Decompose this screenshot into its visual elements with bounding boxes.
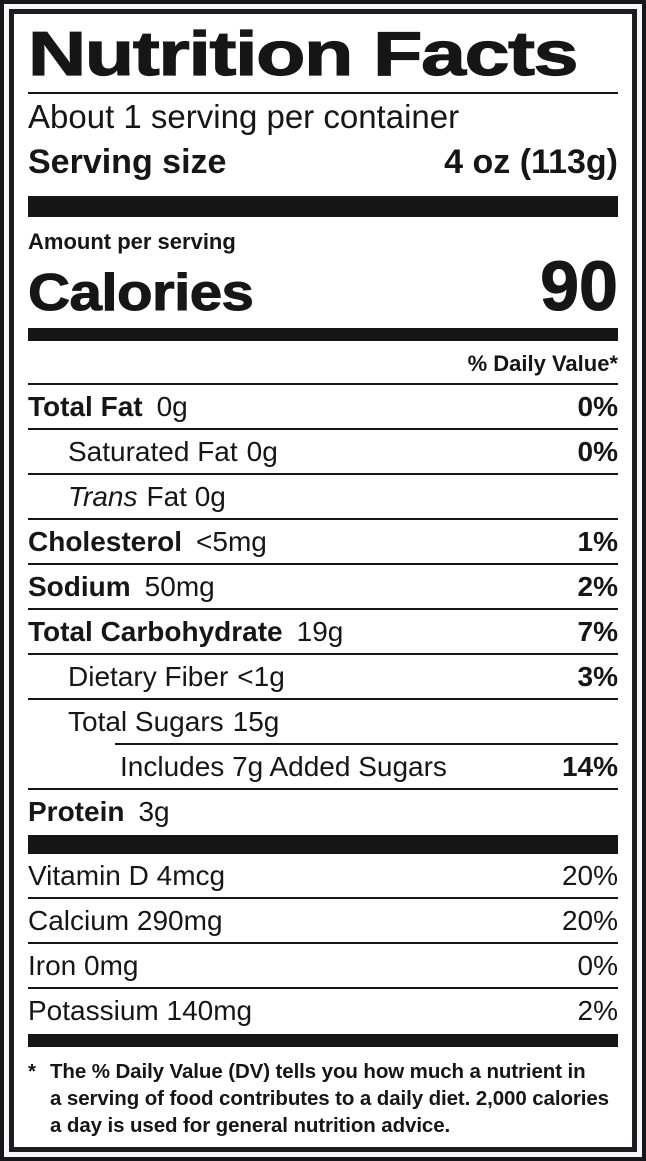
nutrient-daily-value: 2%	[577, 995, 618, 1027]
thick-divider-bar	[28, 195, 618, 218]
nutrient-name: Saturated Fat	[68, 435, 238, 467]
nutrient-daily-value: 7%	[577, 615, 618, 647]
nutrient-name: Total Sugars	[68, 705, 224, 737]
nutrient-daily-value: 3%	[577, 660, 618, 692]
nutrient-daily-value: 0%	[577, 390, 618, 422]
nutrition-facts-label: Nutrition Facts About 1 serving per cont…	[9, 9, 637, 1152]
nutrient-name: Sodium	[28, 570, 131, 602]
nutrient-row: Total Sugars 15g	[28, 700, 618, 743]
label-title: Nutrition Facts	[27, 20, 579, 89]
nutrient-daily-value: 0%	[577, 435, 618, 467]
nutrient-row: Saturated Fat 0g 0%	[28, 430, 618, 475]
inset-divider	[115, 742, 618, 745]
nutrient-amount: 3g	[138, 795, 170, 827]
vitamin-row: Iron 0mg 0%	[28, 944, 618, 990]
nutrient-daily-value: 0%	[577, 950, 618, 982]
vitamin-row: Calcium 290mg 20%	[28, 899, 618, 945]
nutrient-daily-value: 14%	[561, 750, 618, 782]
nutrient-row: Trans Fat 0g	[28, 475, 618, 520]
footnote-line: The % Daily Value (DV) tells you how muc…	[50, 1059, 586, 1083]
nutrient-table: Total Fat 0g 0% Saturated Fat 0g 0% Tran…	[28, 385, 618, 833]
nutrient-name: Includes 7g Added Sugars	[120, 750, 447, 782]
nutrient-amount: 0g	[246, 435, 278, 467]
nutrient-name: Calcium 290mg	[28, 905, 223, 937]
nutrient-amount: 50mg	[144, 570, 215, 602]
nutrient-amount: <5mg	[196, 525, 267, 557]
footnote-asterisk: *	[28, 1059, 36, 1083]
nutrient-name: Protein	[28, 795, 125, 827]
vitamin-row: Vitamin D 4mcg 20%	[28, 854, 618, 900]
nutrient-name: Dietary Fiber	[68, 660, 229, 692]
nutrient-name: Potassium 140mg	[28, 995, 253, 1027]
nutrient-row: Dietary Fiber <1g 3%	[28, 655, 618, 700]
serving-size-label: Serving size	[28, 142, 227, 181]
daily-value-footnote: * The % Daily Value (DV) tells you how m…	[28, 1047, 618, 1139]
nutrient-daily-value: 20%	[561, 905, 618, 937]
nutrient-name: Total Fat	[28, 390, 143, 422]
thick-divider-bar	[28, 834, 618, 855]
serving-size-value: 4 oz (113g)	[444, 142, 618, 181]
servings-per-container: About 1 serving per container	[28, 97, 460, 135]
daily-value-header: % Daily Value*	[28, 341, 618, 385]
nutrient-row: Includes 7g Added Sugars 14%	[28, 745, 618, 790]
calories-row: Calories 90	[27, 247, 619, 326]
nutrient-daily-value: 1%	[577, 525, 618, 557]
footnote-line: a day is used for general nutrition advi…	[50, 1113, 451, 1137]
nutrient-amount: 19g	[296, 615, 344, 647]
footnote-line: a serving of food contributes to a daily…	[50, 1086, 609, 1110]
amount-per-serving-label: Amount per serving	[28, 229, 236, 255]
serving-size-row: Serving size 4 oz (113g)	[28, 138, 618, 186]
medium-divider-bar	[28, 1034, 618, 1047]
nutrient-daily-value: 20%	[561, 860, 618, 892]
nutrient-row: Total Fat 0g 0%	[28, 385, 618, 430]
nutrient-row: Sodium 50mg 2%	[28, 565, 618, 610]
nutrient-amount: 0g	[156, 390, 188, 422]
vitamin-table: Vitamin D 4mcg 20% Calcium 290mg 20% Iro…	[28, 854, 618, 1032]
nutrient-row: Protein 3g	[28, 790, 618, 833]
nutrient-name: Cholesterol	[28, 525, 183, 557]
calories-value: 90	[540, 247, 619, 326]
medium-divider-bar	[28, 328, 618, 341]
nutrient-name: Iron 0mg	[28, 950, 139, 982]
nutrient-daily-value: 2%	[577, 570, 618, 602]
title-divider	[28, 92, 618, 94]
calories-label: Calories	[27, 264, 254, 323]
nutrient-amount: <1g	[237, 660, 285, 692]
nutrient-amount: Fat 0g	[146, 480, 226, 512]
vitamin-row: Potassium 140mg 2%	[28, 989, 618, 1032]
footnote-text: The % Daily Value (DV) tells you how muc…	[50, 1058, 609, 1139]
nutrient-name: Vitamin D 4mcg	[28, 860, 226, 892]
nutrient-name: Total Carbohydrate	[28, 615, 283, 647]
nutrient-row: Cholesterol <5mg 1%	[28, 520, 618, 565]
nutrient-name: Trans	[68, 480, 138, 512]
nutrient-row: Total Carbohydrate 19g 7%	[28, 610, 618, 655]
nutrient-amount: 15g	[232, 705, 280, 737]
